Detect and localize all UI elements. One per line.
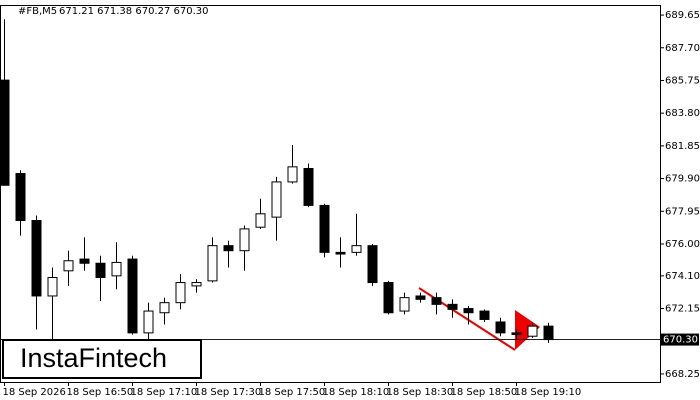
symbol: #FB,M5	[18, 6, 57, 17]
candle-body	[207, 245, 218, 282]
candle-body	[15, 173, 26, 222]
candle-body	[63, 260, 74, 272]
candle-body	[95, 262, 106, 279]
candle-body	[47, 277, 58, 297]
candle-body	[191, 282, 202, 287]
candle-body	[543, 325, 554, 341]
y-tick-label: 674.10	[665, 271, 700, 282]
candle-body	[479, 310, 490, 320]
x-tick-label: 18 Sep 18:30	[387, 387, 454, 398]
y-tick-label: 683.80	[665, 108, 700, 119]
x-tick-label: 18 Sep 16:50	[67, 387, 134, 398]
candle-body	[271, 181, 282, 218]
watermark: InstaFintech	[20, 343, 167, 373]
candle-body	[143, 310, 154, 334]
candle-body	[527, 325, 538, 337]
candle-body	[223, 245, 234, 252]
candle-body	[431, 297, 442, 305]
y-tick-label: 681.85	[665, 141, 700, 152]
plot-frame	[0, 5, 661, 383]
candle-body	[239, 228, 250, 252]
candle-body	[303, 168, 314, 206]
y-tick-label: 677.95	[665, 206, 700, 217]
candle-body	[351, 245, 362, 253]
candle-body	[111, 261, 122, 277]
y-tick-label: 689.65	[665, 10, 700, 21]
x-tick-label: 18 Sep 2026	[3, 387, 66, 398]
candle-body	[335, 251, 346, 255]
y-tick-label: 685.75	[665, 75, 700, 86]
candle-body	[463, 308, 474, 314]
candle-body	[255, 213, 266, 228]
ohlc-text: 671.21 671.38 670.27 670.30	[59, 6, 209, 17]
candle-body	[287, 166, 298, 183]
y-tick-label: 676.00	[665, 239, 700, 250]
candle-body	[159, 302, 170, 314]
current-price-label: 670.30	[663, 335, 698, 346]
y-tick-label: 679.90	[665, 174, 700, 185]
candle-body	[415, 295, 426, 300]
candle-body	[319, 204, 330, 253]
y-tick-label: 687.70	[665, 43, 700, 54]
current-price-box	[661, 333, 699, 346]
x-tick-label: 18 Sep 17:50	[259, 387, 326, 398]
y-tick-label: 668.25	[665, 369, 700, 380]
x-tick-label: 18 Sep 17:10	[131, 387, 198, 398]
candle-body	[127, 258, 138, 334]
candle-body	[0, 79, 10, 186]
candle-body	[495, 321, 506, 334]
y-tick-label: 672.15	[665, 304, 700, 315]
candle-body	[367, 245, 378, 284]
watermark-box	[2, 339, 202, 379]
x-tick-label: 18 Sep 18:10	[323, 387, 390, 398]
candle-body	[511, 332, 522, 336]
x-tick-label: 18 Sep 18:50	[451, 387, 518, 398]
candle-body	[383, 282, 394, 314]
candle-body	[447, 303, 458, 310]
x-tick-label: 18 Sep 19:10	[515, 387, 582, 398]
candle-body	[79, 258, 90, 264]
candle-body	[31, 220, 42, 297]
x-tick-label: 18 Sep 17:30	[195, 387, 262, 398]
candle-body	[175, 282, 186, 304]
candle-body	[399, 297, 410, 312]
